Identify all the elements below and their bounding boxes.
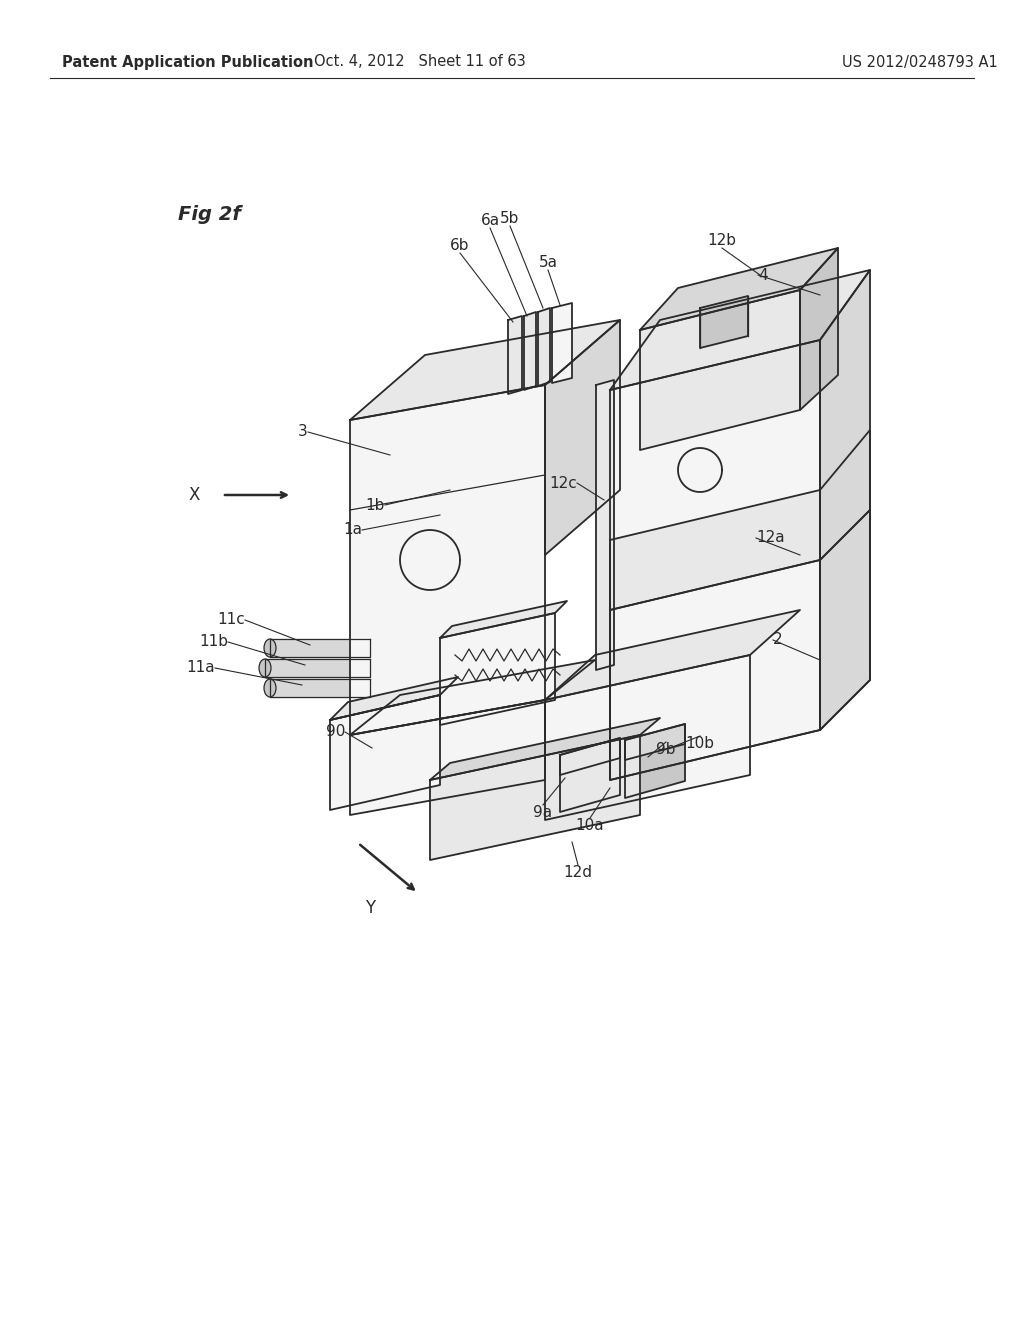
- Polygon shape: [820, 510, 870, 730]
- Text: US 2012/0248793 A1: US 2012/0248793 A1: [842, 54, 997, 70]
- Text: 9b: 9b: [656, 742, 676, 756]
- Polygon shape: [545, 610, 800, 700]
- Polygon shape: [560, 738, 620, 775]
- Polygon shape: [610, 341, 820, 780]
- Text: 6b: 6b: [451, 238, 470, 253]
- Polygon shape: [350, 385, 545, 735]
- Polygon shape: [596, 380, 614, 671]
- Text: 90: 90: [326, 725, 345, 739]
- Polygon shape: [270, 639, 370, 657]
- Text: Fig 2f: Fig 2f: [178, 206, 241, 224]
- Polygon shape: [350, 660, 595, 735]
- Ellipse shape: [364, 659, 376, 677]
- Text: 11a: 11a: [186, 660, 215, 676]
- Text: 2: 2: [773, 632, 782, 648]
- Polygon shape: [610, 271, 870, 389]
- Text: 5b: 5b: [501, 211, 520, 226]
- Ellipse shape: [259, 659, 271, 677]
- Text: 12a: 12a: [756, 531, 784, 545]
- Text: 10a: 10a: [575, 818, 604, 833]
- Ellipse shape: [364, 639, 376, 657]
- Text: 4: 4: [758, 268, 768, 282]
- Polygon shape: [545, 319, 620, 554]
- Text: 12c: 12c: [549, 475, 577, 491]
- Polygon shape: [625, 723, 685, 799]
- Polygon shape: [640, 290, 800, 450]
- Text: 5a: 5a: [539, 255, 557, 271]
- Polygon shape: [350, 319, 620, 420]
- Polygon shape: [270, 678, 370, 697]
- Text: Y: Y: [365, 899, 375, 917]
- Polygon shape: [440, 612, 555, 725]
- Polygon shape: [820, 430, 870, 560]
- Text: X: X: [188, 486, 200, 504]
- Text: 11b: 11b: [199, 635, 228, 649]
- Polygon shape: [265, 659, 370, 677]
- Polygon shape: [625, 723, 685, 760]
- Polygon shape: [508, 315, 522, 393]
- Text: 12b: 12b: [708, 234, 736, 248]
- Polygon shape: [640, 248, 838, 330]
- Polygon shape: [552, 304, 572, 383]
- Polygon shape: [330, 696, 440, 810]
- Text: Oct. 4, 2012   Sheet 11 of 63: Oct. 4, 2012 Sheet 11 of 63: [314, 54, 526, 70]
- Text: 10b: 10b: [685, 737, 715, 751]
- Text: 12d: 12d: [563, 865, 593, 880]
- Polygon shape: [330, 677, 458, 719]
- Polygon shape: [524, 312, 536, 389]
- Polygon shape: [430, 735, 640, 861]
- Polygon shape: [560, 738, 620, 812]
- Text: 9a: 9a: [534, 805, 553, 820]
- Polygon shape: [700, 296, 748, 348]
- Polygon shape: [610, 490, 820, 610]
- Text: 6a: 6a: [480, 213, 500, 228]
- Ellipse shape: [264, 639, 276, 657]
- Polygon shape: [440, 601, 567, 638]
- Text: 1b: 1b: [366, 498, 385, 512]
- Ellipse shape: [364, 678, 376, 697]
- Polygon shape: [538, 308, 550, 385]
- Polygon shape: [430, 718, 660, 780]
- Polygon shape: [820, 271, 870, 730]
- Polygon shape: [610, 560, 820, 780]
- Text: 3: 3: [298, 425, 308, 440]
- Text: 11c: 11c: [217, 612, 245, 627]
- Text: 1a: 1a: [343, 523, 362, 537]
- Text: Patent Application Publication: Patent Application Publication: [62, 54, 313, 70]
- Ellipse shape: [264, 678, 276, 697]
- Polygon shape: [545, 655, 750, 820]
- Polygon shape: [800, 248, 838, 411]
- Polygon shape: [350, 700, 545, 814]
